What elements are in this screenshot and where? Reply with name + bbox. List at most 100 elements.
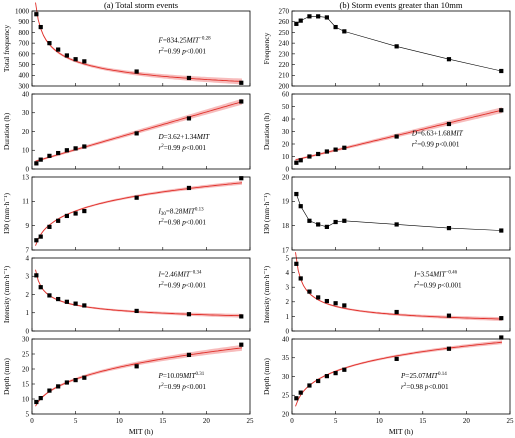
data-point <box>239 80 244 85</box>
data-point <box>38 285 43 290</box>
y-tick-label: 0 <box>26 165 30 173</box>
y-tick-label: 10 <box>22 147 30 155</box>
data-point <box>64 53 69 58</box>
panel-right-3: 17 18 19 20 I30 (mm·h⁻¹) <box>262 173 511 254</box>
confidence-band <box>35 344 242 408</box>
fit-curve <box>295 252 502 320</box>
data-point <box>294 396 299 401</box>
data-point <box>82 375 87 380</box>
data-point <box>446 226 452 231</box>
confidence-band <box>35 1 242 85</box>
y-axis-label: Depth (mm) <box>262 358 271 395</box>
data-point <box>342 218 347 223</box>
data-point <box>239 342 244 347</box>
y-axis-label: Duration (h) <box>2 112 11 150</box>
data-point <box>324 15 329 20</box>
fit-curve <box>35 269 243 317</box>
x-tick-label: 5 <box>74 417 78 425</box>
panel-left-3: 7 9 11 13 I30 (mm·h⁻¹) I30​=8.28MIT0.13r2=0.9… <box>2 173 251 254</box>
y-tick-label: 3 <box>26 273 30 281</box>
data-point <box>38 396 43 401</box>
data-point <box>333 301 338 306</box>
data-point <box>38 157 43 162</box>
data-point <box>82 303 87 308</box>
data-point <box>298 276 303 281</box>
data-point <box>34 399 39 405</box>
y-axis-label: Total frequency <box>2 25 11 72</box>
fit-stats: r2=0.99 p<0.001 <box>158 383 206 391</box>
y-tick-label: 25 <box>22 350 30 358</box>
y-tick-label: 20 <box>282 410 290 418</box>
fit-stats: r2=0.99 p<0.001 <box>158 48 206 56</box>
fit-equation: I=2.46MIT−0.34 <box>157 270 202 278</box>
data-point <box>64 213 69 219</box>
plot-frame <box>31 257 251 332</box>
data-point <box>134 195 139 200</box>
y-tick-label: 20 <box>282 140 290 148</box>
plot-frame <box>31 10 251 87</box>
plot-frame <box>291 257 511 332</box>
data-point <box>34 238 39 243</box>
data-point <box>333 219 338 225</box>
data-point <box>394 44 399 49</box>
data-point <box>73 301 78 306</box>
data-point <box>73 146 78 151</box>
data-point <box>307 289 312 294</box>
data-point <box>324 224 329 229</box>
y-tick-label: 250 <box>279 29 290 37</box>
data-point <box>47 153 52 158</box>
panel-right-1: (b) Storm events greater than 10mm 200 210… <box>262 0 511 90</box>
data-point <box>342 29 347 34</box>
x-tick-label: 20 <box>463 417 471 425</box>
y-tick-label: 11 <box>22 198 29 206</box>
plot-frame <box>291 176 511 251</box>
x-tick-label: 5 <box>334 417 338 425</box>
y-tick-label: 40 <box>282 335 290 343</box>
data-point <box>186 312 192 317</box>
data-point <box>64 148 69 153</box>
fit-equation: I=3.54MIT−0.46 <box>413 270 458 278</box>
y-tick-label: 3 <box>286 284 290 292</box>
fit-curve <box>35 2 243 82</box>
x-tick-label: 15 <box>159 417 167 425</box>
data-point <box>333 24 338 30</box>
y-tick-label: 30 <box>22 109 30 117</box>
fit-equation: I30​=8.28MIT0.13 <box>157 208 204 218</box>
y-tick-label: 20 <box>22 128 30 136</box>
series-line <box>296 193 502 231</box>
data-point <box>298 18 303 23</box>
data-point <box>134 131 139 136</box>
x-tick-label: 25 <box>247 417 255 425</box>
data-point <box>82 208 87 214</box>
data-point <box>394 309 399 315</box>
y-tick-label: 18 <box>282 222 290 230</box>
y-tick-label: 30 <box>282 373 290 381</box>
y-tick-label: 700 <box>19 40 30 48</box>
fit-curve <box>35 182 243 246</box>
data-point <box>307 154 312 159</box>
y-tick-label: 230 <box>279 50 290 58</box>
y-tick-label: 4 <box>286 269 290 277</box>
data-point <box>34 12 39 17</box>
fit-equation: P=25.07MIT0.14 <box>400 372 447 380</box>
y-tick-label: 1 <box>286 313 290 321</box>
data-point <box>56 296 61 302</box>
y-tick-label: 2 <box>26 291 30 299</box>
series-line <box>296 16 502 72</box>
plot-frame <box>31 176 251 251</box>
data-point <box>56 384 61 389</box>
y-axis-label: Intensity (mm·h⁻¹) <box>262 265 271 323</box>
data-point <box>316 295 321 300</box>
data-point <box>294 21 299 26</box>
data-point <box>298 158 303 163</box>
x-tick-label: 15 <box>419 417 427 425</box>
plot-frame <box>291 10 511 87</box>
fit-equation: D=6.63+1.68MIT <box>411 129 464 137</box>
data-point <box>64 299 69 304</box>
data-point <box>342 367 347 372</box>
data-point <box>38 234 43 239</box>
x-axis-label: MIT (h) <box>389 427 414 436</box>
data-point <box>186 116 192 121</box>
y-tick-label: 9 <box>26 222 30 230</box>
panel-right-2: 0 10 20 30 40 50 60 Duration (h) D=6.63+1.68MIT r… <box>262 90 511 173</box>
